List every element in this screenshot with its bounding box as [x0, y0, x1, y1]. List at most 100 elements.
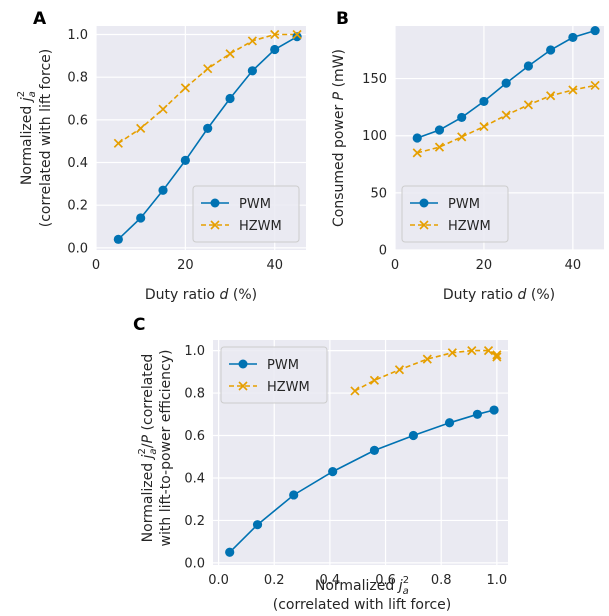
legend-pwm-label: PWM	[448, 197, 480, 212]
panel-c-x-tick-label: 0.8	[431, 573, 452, 588]
panel-a-y-tick-label: 0.6	[67, 113, 88, 128]
panel-c-hzwm-point	[492, 350, 502, 360]
legend-hzwm-label: HZWM	[239, 219, 282, 234]
panel-a-y-tick-label: 0.4	[67, 156, 88, 171]
panel-b-pwm-point	[568, 32, 578, 43]
panel-a-x-tick-label: 0	[92, 258, 100, 273]
panel-a-x-ticks: 0 20 40	[92, 258, 283, 273]
panel-c-x-tick-label: 0.0	[208, 573, 229, 588]
panel-b: B 0 50 100 150 0 20 40 Duty ratio d (%) Consu…	[331, 9, 604, 303]
panel-b-hzwm-point	[412, 148, 422, 158]
panel-a-pwm-point	[203, 123, 213, 133]
panel-a-hzwm-point	[203, 64, 213, 74]
panel-a-y-label-line1: Normalized ja2	[16, 91, 38, 185]
panel-a-hzwm-point	[225, 49, 235, 59]
panel-b-legend: PWM HZWM	[401, 185, 509, 243]
panel-a-pwm-point	[180, 155, 190, 165]
panel-a-pwm-point	[270, 44, 280, 55]
panel-b-letter: B	[336, 9, 349, 29]
panel-b-x-label: Duty ratio d (%)	[443, 287, 555, 303]
panel-c-hzwm-point	[447, 348, 457, 358]
panel-b-x-tick-label: 20	[476, 258, 493, 273]
panel-c-y-label-line2: with lift-to-power efficiency)	[158, 350, 174, 547]
panel-c-x-tick-label: 0.2	[264, 573, 285, 588]
panel-c-hzwm-point	[422, 354, 432, 364]
panel-a-y-label-line2: (correlated with lift force)	[38, 49, 54, 227]
panel-a-pwm-point	[225, 93, 235, 104]
legend-pwm-marker-icon	[419, 198, 429, 208]
panel-c-hzwm-point	[369, 375, 380, 385]
legend-pwm-marker-icon	[210, 198, 220, 208]
panel-a-markers	[113, 29, 302, 244]
panel-a-hzwm-point	[158, 104, 168, 114]
panel-c-pwm-point	[328, 467, 338, 477]
panel-a-hzwm-point	[247, 36, 257, 46]
panel-b-y-tick-label: 150	[362, 72, 387, 87]
panel-a-pwm-point	[136, 213, 146, 223]
panel-c-pwm-point	[472, 409, 482, 419]
panel-b-pwm-point	[501, 78, 511, 88]
panel-a-legend: PWM HZWM	[192, 185, 300, 243]
panel-b-x-tick-label: 40	[565, 258, 582, 273]
panel-c-x-tick-label: 0.6	[375, 573, 396, 588]
panel-c: C 0.00.20.40.60.81.0 0.0 0.2 0.4 0.6 0.8 1.0 …	[133, 315, 508, 613]
panel-b-x-ticks: 0 20 40	[391, 258, 581, 273]
panel-c-y-tick-label: 0.2	[184, 514, 205, 529]
panel-c-y-tick-label: 0.6	[184, 429, 205, 444]
panel-a-y-ticks: 0.0 0.2 0.4 0.6 0.8 1.0	[67, 28, 88, 256]
panel-b-hzwm-point	[479, 121, 489, 132]
panel-c-pwm-point	[225, 547, 235, 557]
panel-a-hzwm-point	[180, 83, 190, 93]
panel-b-pwm-point	[412, 133, 422, 143]
panel-a-pwm-point	[113, 234, 123, 244]
panel-c-y-tick-label: 1.0	[184, 344, 205, 359]
legend-hzwm-marker-icon	[238, 381, 248, 391]
panel-b-x-tick-label: 0	[391, 258, 399, 273]
panel-a-pwm-point	[247, 66, 257, 76]
panel-c-pwm-point	[489, 405, 499, 415]
panel-a-pwm-point	[292, 32, 302, 42]
panel-a-y-tick-label: 0.0	[67, 241, 88, 256]
panel-b-pwm-point	[479, 96, 489, 107]
panel-c-hzwm-point	[483, 346, 494, 356]
panel-b-hzwm-point	[590, 80, 600, 91]
panel-c-hzwm-point	[394, 365, 405, 375]
panel-b-pwm-point	[590, 25, 600, 36]
legend-hzwm-label: HZWM	[267, 380, 310, 395]
legend-hzwm-marker-icon	[419, 220, 429, 230]
panel-a-letter: A	[33, 9, 47, 29]
panel-c-x-ticks: 0.0 0.2 0.4 0.6 0.8 1.0	[208, 573, 507, 588]
panel-b-hzwm-point	[568, 85, 578, 95]
panel-b-y-tick-label: 0	[379, 244, 387, 259]
panel-a-hzwm-point	[113, 138, 123, 148]
panel-a-hzwm-point	[136, 123, 146, 134]
panel-b-pwm-point	[546, 45, 556, 55]
panel-b-y-ticks: 0 50 100 150	[362, 72, 387, 258]
panel-c-hzwm-point	[492, 352, 502, 362]
panel-a-x-label: Duty ratio d (%)	[145, 287, 257, 303]
panel-b-hzwm-point	[434, 142, 445, 152]
panel-c-x-tick-label: 0.4	[320, 573, 341, 588]
panel-c-letter: C	[133, 315, 145, 335]
panel-b-y-label: Consumed power P (mW)	[331, 49, 347, 227]
panel-c-y-tick-label: 0.4	[184, 471, 205, 486]
legend-pwm-marker-icon	[238, 359, 248, 369]
legend-hzwm-marker-icon	[210, 220, 220, 230]
panel-a-x-tick-label: 40	[266, 258, 283, 273]
panel-a-pwm-point	[158, 185, 168, 195]
panel-b-hzwm-point	[457, 132, 467, 142]
panel-b-hzwm-point	[501, 110, 511, 120]
panel-b-pwm-point	[523, 61, 534, 71]
panel-c-pwm-point	[289, 490, 299, 500]
panel-c-x-label-line2: (correlated with lift force)	[273, 597, 451, 613]
panel-c-markers	[225, 346, 502, 557]
panel-c-y-tick-label: 0.0	[184, 556, 205, 571]
panel-b-hzwm-point	[523, 100, 534, 110]
panel-c-x-label-line1: Normalized ja2	[315, 575, 409, 597]
panel-c-pwm-point	[444, 418, 455, 428]
panel-c-pwm-point	[369, 445, 380, 455]
legend-pwm-label: PWM	[267, 358, 299, 373]
panel-c-legend: PWM HZWM	[220, 346, 328, 404]
panel-c-hzwm-point	[467, 346, 477, 356]
